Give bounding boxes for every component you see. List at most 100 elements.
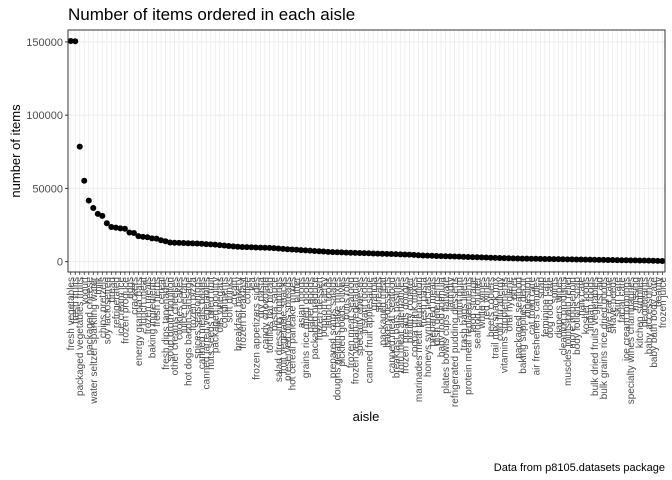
point <box>492 254 499 261</box>
point <box>505 255 512 262</box>
point <box>284 246 291 253</box>
x-tick-label: refrigerated <box>111 277 122 328</box>
x-tick-label: ice cream toppings <box>622 277 633 361</box>
point <box>311 247 318 254</box>
point <box>591 256 598 263</box>
point <box>67 38 74 45</box>
point <box>550 256 557 263</box>
point <box>343 249 350 256</box>
x-tick-label: facial care <box>617 277 628 323</box>
x-tick-label: tofu meat alternatives <box>396 277 407 373</box>
point <box>329 249 336 256</box>
x-tick-label: spreads <box>373 277 384 313</box>
point <box>248 244 255 251</box>
point <box>428 252 435 259</box>
point <box>76 143 83 150</box>
point <box>171 239 178 246</box>
point <box>383 250 390 257</box>
x-tick-label: cat food care <box>527 277 538 335</box>
point <box>279 245 286 252</box>
x-tick-label: fresh herbs <box>152 277 163 327</box>
x-tick-label: coffee <box>242 277 253 304</box>
point <box>176 239 183 246</box>
point <box>392 251 399 258</box>
point <box>578 256 585 263</box>
x-tick-label: tortillas flat bread <box>265 277 276 353</box>
x-tick-label: trail mix snack mix <box>491 277 502 359</box>
x-tick-label: canned meals beans <box>197 277 208 369</box>
point <box>370 250 377 257</box>
x-tick-label: beauty <box>653 277 664 307</box>
x-tick-label: air fresheners candles <box>531 277 542 375</box>
point <box>99 212 106 219</box>
point <box>198 240 205 247</box>
x-tick-label: beers coolers <box>486 277 497 337</box>
point <box>325 248 332 255</box>
point <box>338 249 345 256</box>
x-tick-label: cocoa drink mixes <box>409 277 420 357</box>
point <box>144 234 151 241</box>
x-tick-label: frozen breads doughs <box>400 277 411 374</box>
point <box>288 246 295 253</box>
point <box>523 255 530 262</box>
x-tick-label: bakery desserts <box>382 277 393 348</box>
point <box>316 248 323 255</box>
point <box>659 257 666 264</box>
x-tick-label: cleaning products <box>558 277 569 355</box>
x-tick-label: protein meal replacements <box>464 277 475 395</box>
point <box>379 250 386 257</box>
plot-border <box>67 29 666 273</box>
x-tick-label: frozen vegan vegetarian <box>351 277 362 384</box>
point <box>483 254 490 261</box>
y-axis-title: number of items <box>8 104 23 198</box>
x-tick-label: cereal <box>157 277 168 304</box>
point <box>469 254 476 261</box>
point <box>596 256 603 263</box>
x-tick-label: canned jarred vegetables <box>202 277 213 389</box>
x-tick-label: digestion <box>522 277 533 317</box>
x-tick-label: bread <box>107 277 118 303</box>
point <box>587 256 594 263</box>
x-tick-label: fresh pasta <box>418 277 429 327</box>
x-tick-label: eggs <box>125 277 136 299</box>
point <box>365 250 372 257</box>
x-tick-label: baking ingredients <box>147 277 158 358</box>
point <box>108 224 115 231</box>
point <box>519 255 526 262</box>
point <box>347 249 354 256</box>
x-tick-label: fresh dips tapenades <box>161 277 172 370</box>
point <box>410 251 417 258</box>
point <box>203 241 210 248</box>
point <box>559 256 566 263</box>
point <box>460 253 467 260</box>
x-tick-label: milk <box>93 276 104 295</box>
point <box>270 245 277 252</box>
x-tick-label: prepared soups salads <box>328 277 339 378</box>
x-tick-label: eye ear care <box>604 277 615 333</box>
x-tick-label: vitamins supplements <box>500 277 511 373</box>
x-tick-label: water seltzer sparkling water <box>89 276 100 404</box>
point <box>162 238 169 245</box>
x-tick-label: instant foods <box>360 277 371 334</box>
x-tick-label: pasta sauce <box>269 277 280 331</box>
x-tick-label: feminine care <box>540 277 551 337</box>
x-tick-label: dry pasta <box>256 277 267 319</box>
point <box>117 225 124 232</box>
point <box>72 38 79 45</box>
point <box>609 257 616 264</box>
x-tick-label: dog food care <box>545 277 556 339</box>
x-tick-label: canned meat seafood <box>387 277 398 373</box>
point <box>650 257 657 264</box>
x-tick-label: cold flu allergy <box>495 277 506 341</box>
x-tick-label: doughs gelatins bake mixes <box>333 277 344 400</box>
x-tick-label: condiments <box>220 277 231 328</box>
point <box>496 254 503 261</box>
x-tick-label: frozen meat seafood <box>346 277 357 368</box>
point <box>636 257 643 264</box>
point <box>641 257 648 264</box>
x-tick-label: fresh vegetables <box>66 277 77 350</box>
point <box>257 244 264 251</box>
point <box>185 240 192 247</box>
x-tick-label: other creams cheeses <box>170 277 181 375</box>
point <box>180 240 187 247</box>
